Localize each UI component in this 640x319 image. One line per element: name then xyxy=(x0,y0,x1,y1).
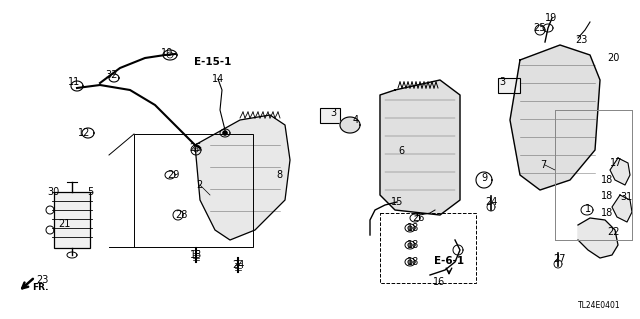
Text: 23: 23 xyxy=(36,275,48,285)
Text: 17: 17 xyxy=(610,158,622,168)
Text: 3: 3 xyxy=(330,108,336,118)
Text: 32: 32 xyxy=(106,70,118,80)
Text: 18: 18 xyxy=(601,175,613,185)
Text: 24: 24 xyxy=(485,197,497,207)
Text: 27: 27 xyxy=(554,254,566,264)
Text: TL24E0401: TL24E0401 xyxy=(578,301,620,310)
Text: 23: 23 xyxy=(575,35,587,45)
Polygon shape xyxy=(340,117,360,133)
Polygon shape xyxy=(610,158,630,185)
Bar xyxy=(134,134,253,247)
Polygon shape xyxy=(408,226,412,230)
Bar xyxy=(498,78,520,93)
Bar xyxy=(320,108,340,123)
Polygon shape xyxy=(380,80,460,215)
Polygon shape xyxy=(612,195,632,222)
Text: 2: 2 xyxy=(196,180,202,190)
Text: 19: 19 xyxy=(545,13,557,23)
Text: 18: 18 xyxy=(407,240,419,250)
Text: 4: 4 xyxy=(353,115,359,125)
Text: 1: 1 xyxy=(585,204,591,214)
Text: 25: 25 xyxy=(534,23,547,33)
Text: 30: 30 xyxy=(47,187,59,197)
Text: 7: 7 xyxy=(540,160,546,170)
Text: FR.: FR. xyxy=(32,283,48,292)
Text: 15: 15 xyxy=(391,197,403,207)
Polygon shape xyxy=(578,218,618,258)
Text: 16: 16 xyxy=(433,277,445,287)
Text: 18: 18 xyxy=(407,257,419,267)
Text: 31: 31 xyxy=(620,192,632,202)
Text: 20: 20 xyxy=(607,53,619,63)
Text: 21: 21 xyxy=(58,219,70,229)
Text: 3: 3 xyxy=(499,77,505,87)
Text: 10: 10 xyxy=(161,48,173,58)
Text: 25: 25 xyxy=(189,143,202,153)
Bar xyxy=(380,213,476,283)
Text: 24: 24 xyxy=(232,260,244,270)
Text: 5: 5 xyxy=(87,187,93,197)
Polygon shape xyxy=(408,260,412,264)
Text: 28: 28 xyxy=(175,210,187,220)
Text: 9: 9 xyxy=(481,173,487,183)
Polygon shape xyxy=(195,115,290,240)
Text: 29: 29 xyxy=(167,170,179,180)
Bar xyxy=(54,192,90,248)
Polygon shape xyxy=(510,45,600,190)
Text: E-15-1: E-15-1 xyxy=(195,57,232,67)
Polygon shape xyxy=(408,243,412,247)
Text: 18: 18 xyxy=(601,208,613,218)
Text: E-6-1: E-6-1 xyxy=(434,256,464,266)
Text: 14: 14 xyxy=(212,74,224,84)
Text: 18: 18 xyxy=(601,191,613,201)
Text: 26: 26 xyxy=(412,213,424,223)
Text: 11: 11 xyxy=(68,77,80,87)
Text: 8: 8 xyxy=(276,170,282,180)
Text: 13: 13 xyxy=(190,250,202,260)
Polygon shape xyxy=(223,131,227,135)
Text: 12: 12 xyxy=(78,128,90,138)
Text: 18: 18 xyxy=(407,223,419,233)
Text: 6: 6 xyxy=(398,146,404,156)
Bar xyxy=(555,110,632,240)
Text: 22: 22 xyxy=(608,227,620,237)
